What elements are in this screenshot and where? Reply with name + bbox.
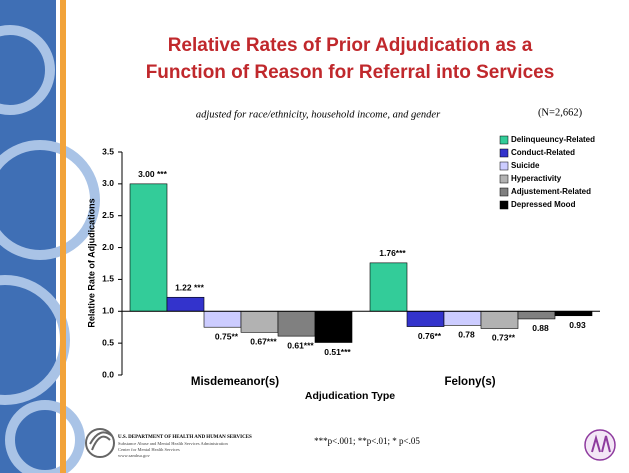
bar	[314, 310, 353, 343]
legend-swatch	[499, 135, 509, 145]
legend-label: Suicide	[511, 161, 540, 170]
value-label: 0.73**	[492, 333, 516, 343]
bar	[129, 183, 168, 312]
y-tick-label: 0.0	[102, 369, 114, 379]
bar	[517, 310, 556, 320]
value-label: 0.51***	[324, 347, 351, 357]
y-tick-label: 2.5	[102, 210, 114, 220]
agency-sub: Center for Mental Health Services	[118, 447, 180, 452]
legend-label: Adjustement-Related	[511, 187, 591, 196]
y-tick-label: 2.0	[102, 242, 114, 252]
subtitle: adjusted for race/ethnicity, household i…	[196, 109, 441, 120]
value-label: 0.78	[458, 330, 475, 340]
accent-line	[60, 0, 66, 473]
x-axis-label: Adjudication Type	[305, 390, 395, 402]
value-label: 0.61***	[287, 340, 314, 350]
y-tick-label: 0.5	[102, 337, 114, 347]
legend-label: Delinqueuncy-Related	[511, 135, 595, 144]
bar	[406, 310, 445, 327]
legend-swatch	[499, 148, 509, 158]
bar	[443, 310, 482, 326]
y-tick-label: 1.0	[102, 306, 114, 316]
bar	[554, 310, 593, 317]
legend-swatch	[499, 187, 509, 197]
hhs-logo	[85, 428, 115, 458]
y-tick-label: 3.5	[102, 146, 114, 156]
agency-name: U.S. DEPARTMENT OF HEALTH AND HUMAN SERV…	[118, 435, 252, 440]
category-label: Misdemeanor(s)	[191, 376, 279, 388]
legend-label: Conduct-Related	[511, 148, 575, 157]
agency-url: www.samhsa.gov	[118, 453, 150, 458]
value-label: 0.67***	[250, 337, 277, 347]
bar	[480, 310, 519, 329]
legend-swatch	[499, 161, 509, 171]
value-label: 0.88	[532, 323, 549, 333]
legend-label: Depressed Mood	[511, 200, 576, 209]
legend-label: Hyperactivity	[511, 174, 562, 183]
legend-swatch	[499, 200, 509, 210]
value-label: 1.76***	[379, 248, 406, 258]
legend-swatch	[499, 174, 509, 184]
bar	[240, 310, 279, 333]
value-label: 3.00 ***	[138, 169, 168, 179]
title-line: Function of Reason for Referral into Ser…	[146, 62, 555, 83]
bar	[277, 310, 316, 337]
significance-note: ***p<.001; **p<.01; * p<.05	[314, 436, 420, 446]
category-label: Felony(s)	[444, 376, 495, 388]
note: (N=2,662)	[538, 107, 583, 118]
agency-sub: Substance Abuse and Mental Health Servic…	[118, 441, 228, 446]
y-tick-label: 3.0	[102, 178, 114, 188]
value-label: 0.93	[569, 320, 586, 330]
title-line: Relative Rates of Prior Adjudication as …	[168, 35, 533, 56]
bar	[203, 310, 242, 328]
value-label: 0.76**	[418, 331, 442, 341]
y-axis-label: Relative Rate of Adjudications	[86, 198, 96, 327]
bar	[369, 262, 408, 312]
systems-of-care-logo	[584, 429, 616, 461]
bar	[166, 296, 205, 312]
value-label: 1.22 ***	[175, 283, 205, 293]
y-tick-label: 1.5	[102, 274, 114, 284]
value-label: 0.75**	[215, 331, 239, 341]
